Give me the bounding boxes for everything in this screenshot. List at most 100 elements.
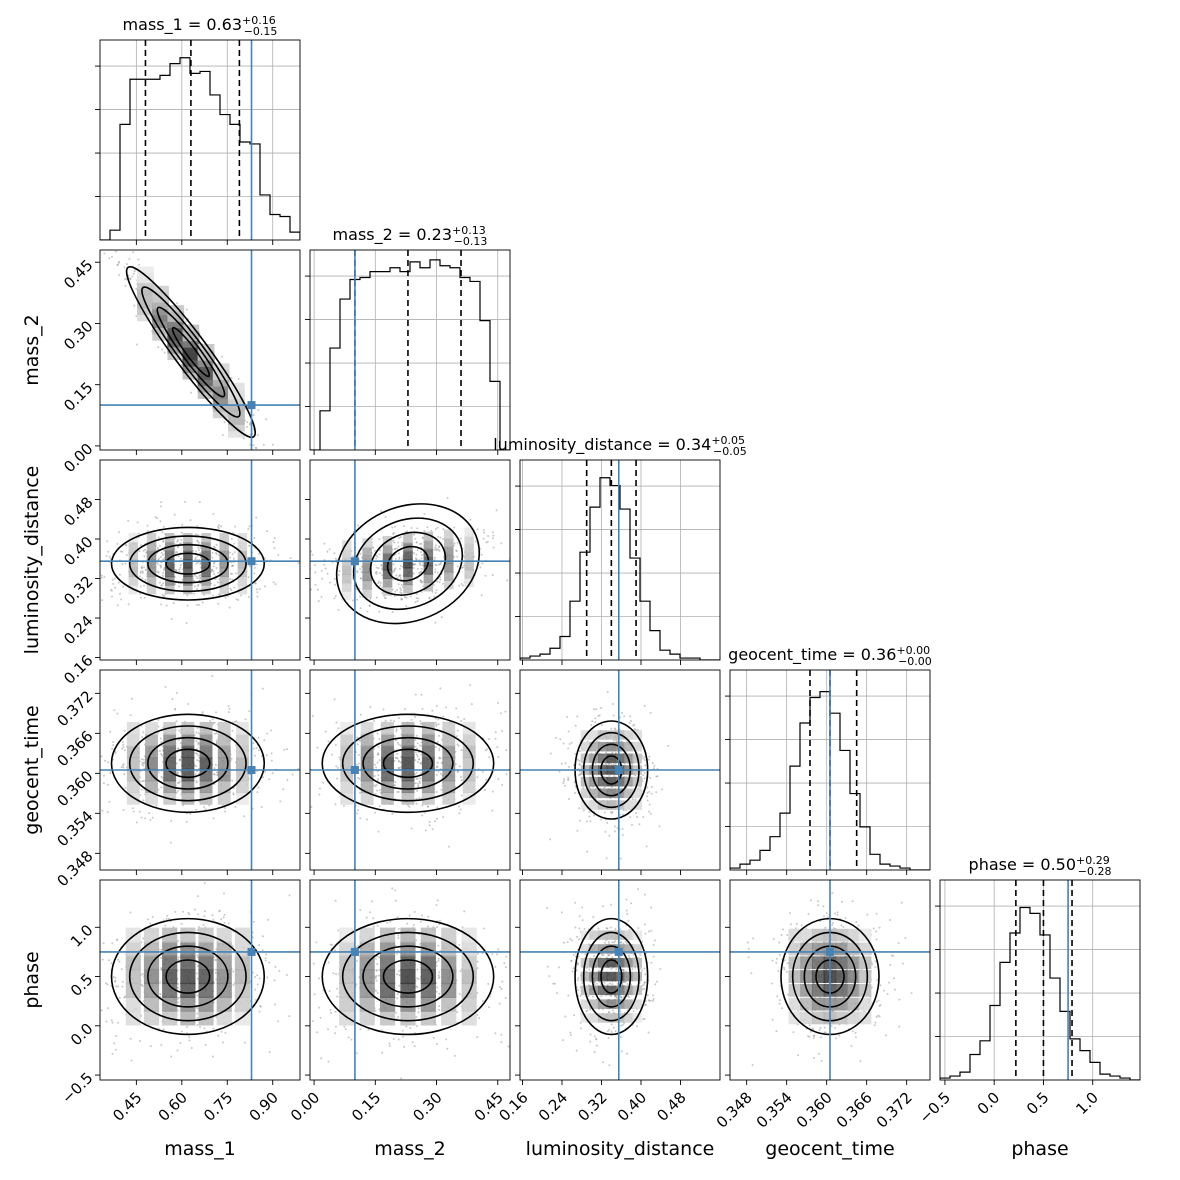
density-cell — [201, 550, 211, 560]
density-cell — [623, 741, 634, 752]
sample-point — [177, 996, 180, 999]
sample-point — [214, 764, 217, 767]
sample-point — [291, 582, 293, 584]
sample-point — [179, 566, 182, 569]
sample-point — [123, 729, 126, 732]
sample-point — [391, 887, 394, 890]
sample-point — [383, 597, 386, 600]
sample-point — [563, 778, 566, 781]
sample-point — [155, 804, 158, 807]
sample-point — [114, 751, 117, 754]
sample-point — [440, 616, 443, 619]
sample-point — [121, 550, 124, 553]
sample-point — [460, 582, 463, 585]
sample-point — [510, 734, 512, 736]
sample-point — [456, 743, 459, 746]
density-cell — [341, 573, 352, 584]
sample-point — [223, 421, 226, 424]
sample-point — [204, 1043, 207, 1046]
sample-point — [157, 725, 160, 728]
sample-point — [611, 702, 614, 705]
sample-point — [178, 729, 181, 732]
sample-point — [438, 734, 441, 737]
sample-point — [100, 1009, 103, 1012]
sample-point — [334, 949, 337, 952]
sample-point — [459, 808, 462, 811]
sample-point — [476, 1036, 479, 1039]
sample-point — [212, 721, 215, 724]
sample-point — [148, 812, 151, 815]
sample-point — [139, 575, 142, 578]
density-cell — [126, 780, 140, 794]
sample-point — [165, 917, 168, 920]
sample-point — [129, 277, 132, 280]
sample-point — [213, 956, 216, 959]
sample-point — [399, 587, 402, 590]
sample-point — [118, 996, 121, 999]
sample-point — [414, 759, 417, 762]
sample-point — [118, 592, 121, 595]
sample-point — [397, 927, 400, 930]
sample-point — [576, 829, 579, 832]
density-cell — [606, 753, 617, 764]
sample-point — [212, 562, 215, 565]
sample-point — [406, 530, 409, 533]
sample-point — [377, 582, 380, 585]
sample-point — [160, 603, 163, 606]
sample-point — [222, 916, 225, 919]
sample-point — [393, 734, 396, 737]
density-cell — [589, 730, 599, 740]
sample-point — [438, 757, 441, 760]
sample-point — [160, 752, 163, 755]
sample-point — [434, 746, 437, 749]
sample-point — [220, 918, 223, 921]
sample-point — [224, 596, 227, 599]
sample-point — [139, 571, 142, 574]
sample-point — [288, 894, 291, 897]
density-cell — [146, 584, 157, 595]
density-cell — [382, 569, 393, 579]
sample-point — [392, 532, 395, 535]
sample-point — [254, 975, 257, 978]
sample-point — [215, 567, 218, 570]
sample-point — [176, 939, 179, 942]
sample-point — [431, 709, 434, 712]
sample-point — [176, 540, 179, 543]
sample-point — [434, 721, 437, 724]
panel-frame — [519, 459, 721, 661]
density-cell — [442, 733, 456, 747]
sample-point — [359, 607, 362, 610]
sample-point — [182, 910, 185, 913]
sample-point — [256, 595, 259, 598]
sample-point — [159, 981, 162, 984]
sample-point — [209, 719, 212, 722]
sample-point — [378, 759, 381, 762]
sample-point — [141, 985, 144, 988]
density-cell — [423, 565, 434, 575]
sample-point — [117, 985, 120, 988]
sample-point — [455, 707, 458, 710]
density-cell — [181, 791, 195, 805]
sample-point — [211, 552, 214, 555]
sample-point — [248, 525, 251, 528]
sample-point — [378, 537, 381, 540]
contour-3 — [110, 713, 266, 814]
sample-point — [379, 584, 382, 587]
sample-point — [90, 595, 92, 597]
density-cell — [216, 941, 232, 957]
sample-point — [374, 811, 377, 814]
sample-point — [188, 1036, 191, 1039]
sample-point — [196, 1012, 199, 1015]
density-cell — [219, 584, 229, 595]
density-cell — [589, 741, 599, 752]
sample-point — [355, 763, 358, 766]
sample-point — [476, 960, 479, 963]
sample-point — [170, 819, 173, 822]
sample-point — [171, 698, 174, 701]
sample-point — [405, 605, 408, 608]
sample-point — [265, 808, 267, 810]
sample-point — [630, 719, 633, 722]
density-cell — [228, 382, 245, 400]
sample-point — [460, 794, 463, 797]
sample-point — [159, 993, 162, 996]
